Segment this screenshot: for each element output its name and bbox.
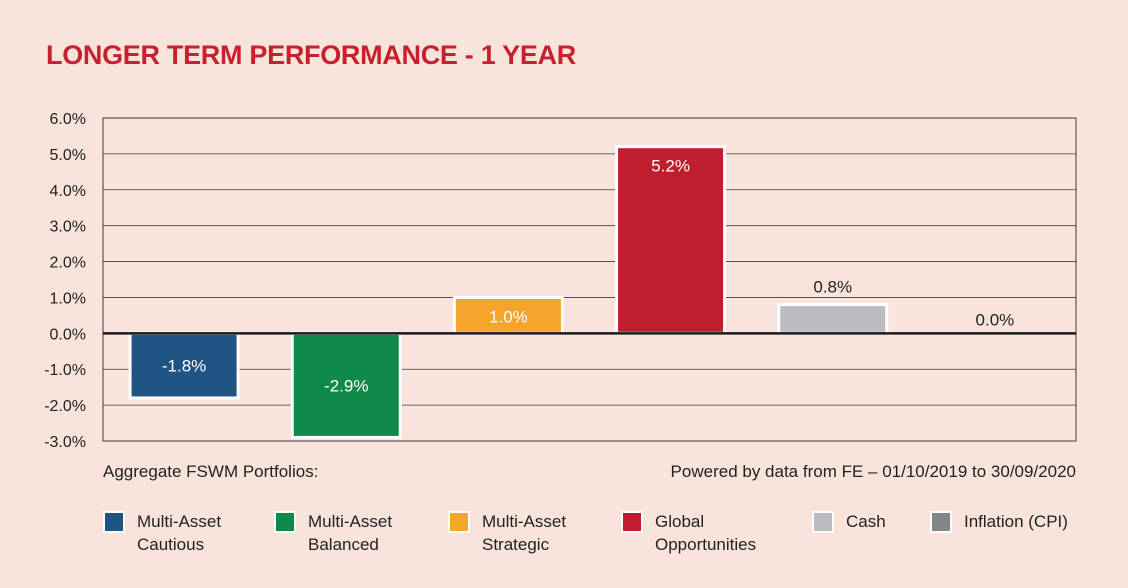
legend-item-global-opportunities: Global Opportunities [621, 510, 756, 556]
legend-swatch [274, 511, 296, 533]
legend-item-strategic: Multi-Asset Strategic [448, 510, 566, 556]
legend-swatch [930, 511, 952, 533]
bars [128, 145, 889, 439]
legend-swatch [448, 511, 470, 533]
data-label: -1.8% [162, 357, 206, 376]
y-tick-label: 0.0% [50, 326, 86, 343]
y-tick-label: 6.0% [50, 111, 86, 128]
bar [777, 303, 889, 335]
legend-swatch [621, 511, 643, 533]
data-labels: -1.8% -2.9% 1.0% 5.2% 0.8% 0.0% [103, 157, 1076, 395]
legend-item-cash: Cash [812, 510, 886, 533]
y-tick-label: 5.0% [50, 147, 86, 164]
legend-label: Multi-Asset Strategic [482, 512, 567, 554]
legend-label: Cash [846, 512, 886, 531]
y-tick-label: 2.0% [50, 255, 86, 272]
y-tick-label: -1.0% [44, 362, 86, 379]
gridlines [102, 117, 1077, 442]
y-tick-label: -2.0% [44, 398, 86, 415]
data-label: -2.9% [324, 376, 368, 395]
chart-title: LONGER TERM PERFORMANCE - 1 YEAR [46, 40, 576, 70]
y-tick-label: 3.0% [50, 219, 86, 236]
legend-item-inflation: Inflation (CPI) [930, 510, 1068, 533]
footer-left-note: Aggregate FSWM Portfolios: [103, 462, 319, 481]
legend-label: Multi-Asset Balanced [308, 512, 393, 554]
legend-label: Inflation (CPI) [964, 512, 1068, 531]
data-label: 1.0% [489, 307, 528, 326]
footer-right-note: Powered by data from FE – 01/10/2019 to … [670, 462, 1076, 481]
legend-label: Multi-Asset Cautious [137, 512, 222, 554]
data-label: 0.0% [976, 310, 1015, 329]
legend-swatch [103, 511, 125, 533]
y-tick-label: -3.0% [44, 434, 86, 451]
legend-item-cautious: Multi-Asset Cautious [103, 510, 221, 556]
legend-item-balanced: Multi-Asset Balanced [274, 510, 392, 556]
legend-swatch [812, 511, 834, 533]
data-label: 0.8% [813, 278, 852, 297]
legend-label: Global Opportunities [655, 512, 757, 554]
bar [128, 331, 240, 400]
bar [615, 145, 727, 335]
y-tick-label: 1.0% [50, 290, 86, 307]
data-label: 5.2% [651, 157, 690, 176]
y-tick-label: 4.0% [50, 183, 86, 200]
plot-frame [102, 117, 1077, 442]
y-axis-tick-labels: 6.0% 5.0% 4.0% 3.0% 2.0% 1.0% 0.0% -1.0% -2.0% -3… [44, 111, 86, 451]
